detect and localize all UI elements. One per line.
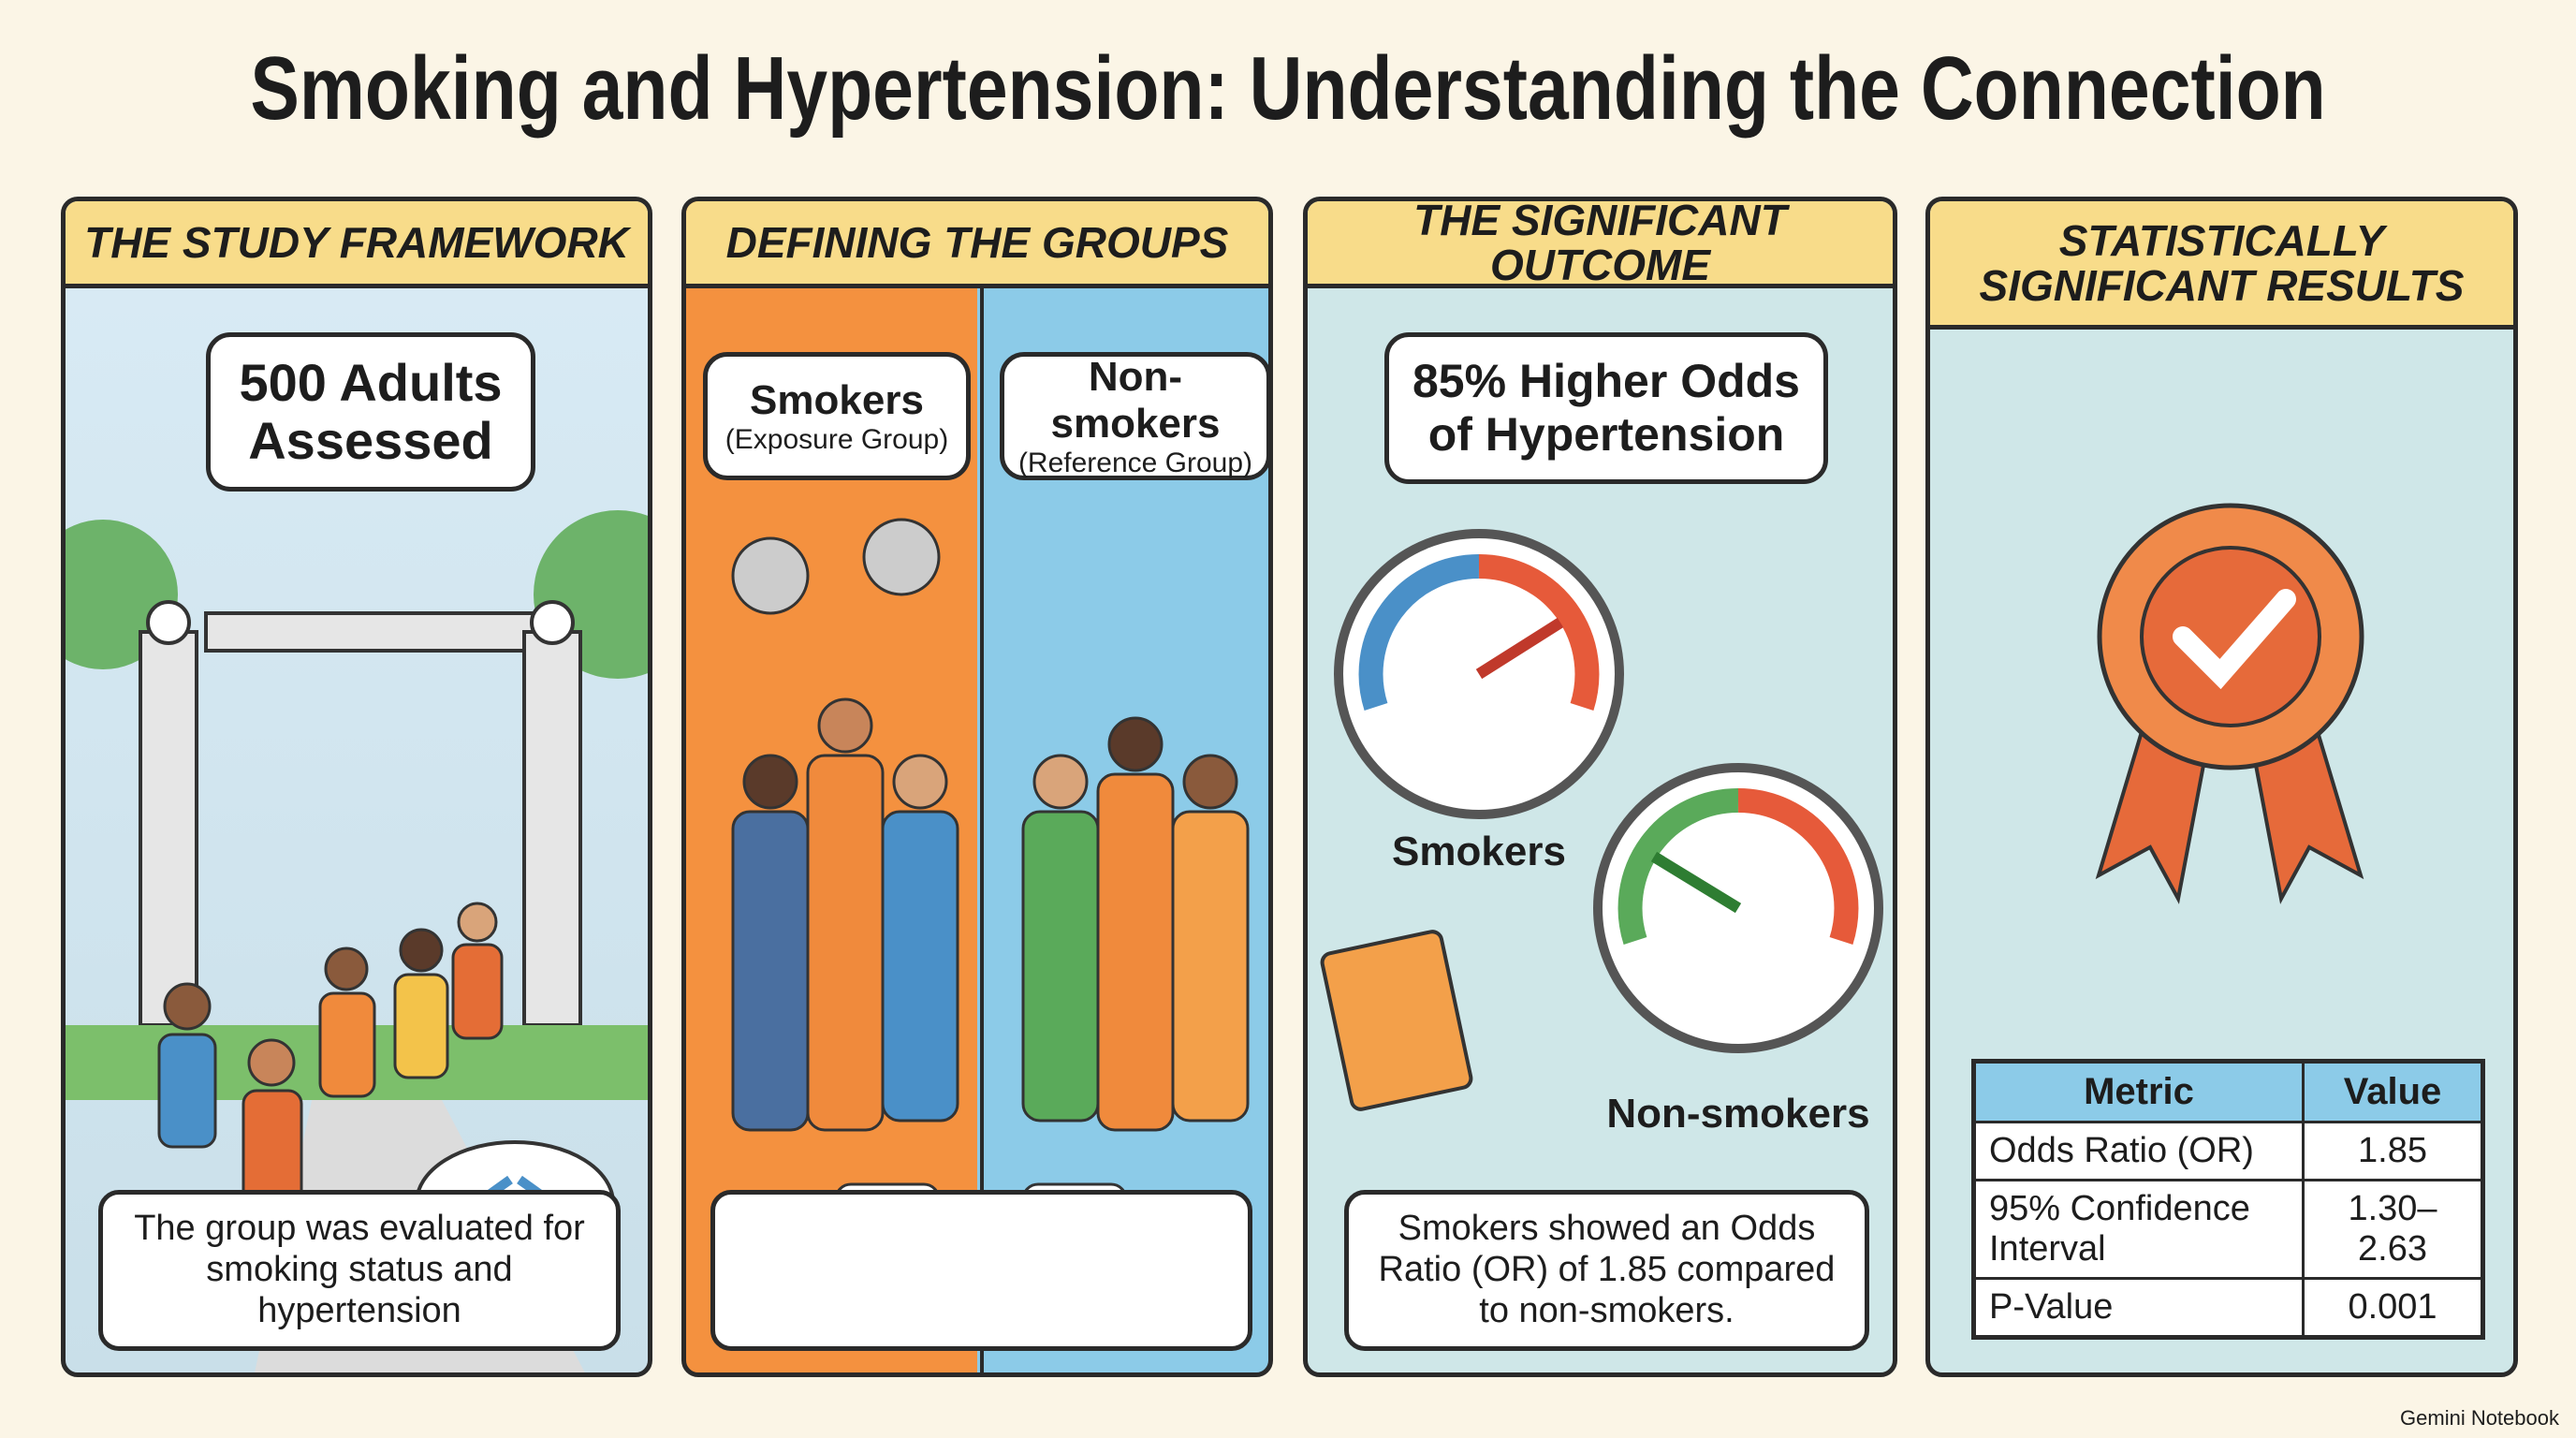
table-header-cell: Metric [1972,1060,2305,1123]
panel: THE STUDY FRAMEWORK 500 Adults Assessed … [61,197,652,1377]
caption: The group was evaluated for smoking stat… [98,1190,621,1351]
panel-heading: THE SIGNIFICANT OUTCOME [1308,201,1893,288]
panel-heading: DEFINING THE GROUPS [686,201,1268,288]
panel: DEFINING THE GROUPS Smokers (Exposure Gr… [681,197,1273,1377]
speech-bubble: Smokers (Exposure Group) [703,352,971,480]
table-header-cell: Value [2302,1060,2484,1123]
table-header: Metric Value [1972,1060,2484,1123]
results-table: Metric Value Odds Ratio (OR) 1.85 95% Conf… [1971,1059,2485,1340]
table-cell: 95% Confidence Interval [1972,1179,2305,1280]
group-label: Smokers [750,376,924,423]
group-label: Non-smokers [1050,353,1221,447]
title: Smoking and Hypertension: Understanding … [0,37,2576,140]
bubble-text: 500 Adults Assessed [239,353,503,470]
panel-heading: THE STUDY FRAMEWORK [66,201,648,288]
table-row: 95% Confidence Interval 1.30–2.63 [1972,1179,2484,1280]
table-row: Odds Ratio (OR) 1.85 [1972,1121,2484,1181]
speech-bubble: Non-smokers (Reference Group) [1000,352,1268,480]
title-text: Smoking and Hypertension: Understanding … [250,38,2326,139]
panel-heading: STATISTICALLY SIGNIFICANT RESULTS [1930,201,2513,330]
table-cell: P-Value [1972,1277,2305,1339]
speech-bubble: 85% Higher Odds of Hypertension [1384,332,1828,484]
gauge-label: Smokers [1392,829,1566,874]
gauge-label: Non-smokers [1606,1091,1870,1137]
table-cell: Odds Ratio (OR) [1972,1121,2305,1181]
caption-text: Smokers showed an Odds Ratio (OR) of 1.8… [1378,1209,1836,1330]
illustration [2095,503,2364,904]
caption-text: The group was evaluated for smoking stat… [134,1209,585,1330]
illustration [1320,529,1883,1111]
group-sublabel: (Reference Group) [1017,447,1253,478]
table-row: P-Value 0.001 [1972,1277,2484,1339]
panel: STATISTICALLY SIGNIFICANT RESULTS Metric… [1925,197,2518,1377]
table-cell: 1.85 [2302,1121,2484,1181]
illustration [731,201,1250,1372]
heading-text: STATISTICALLY SIGNIFICANT RESULTS [1979,215,2465,310]
bubble-text: 85% Higher Odds of Hypertension [1412,354,1800,462]
footer: Gemini Notebook [2400,1406,2559,1430]
panel: THE SIGNIFICANT OUTCOME 85% Higher Odds … [1303,197,1897,1377]
caption: Smokers showed an Odds Ratio (OR) of 1.8… [1344,1190,1869,1351]
caption-box [710,1190,1252,1351]
speech-bubble: 500 Adults Assessed [206,332,535,492]
group-sublabel: (Exposure Group) [724,423,949,455]
table-cell: 1.30–2.63 [2302,1179,2484,1280]
table-cell: 0.001 [2302,1277,2484,1339]
